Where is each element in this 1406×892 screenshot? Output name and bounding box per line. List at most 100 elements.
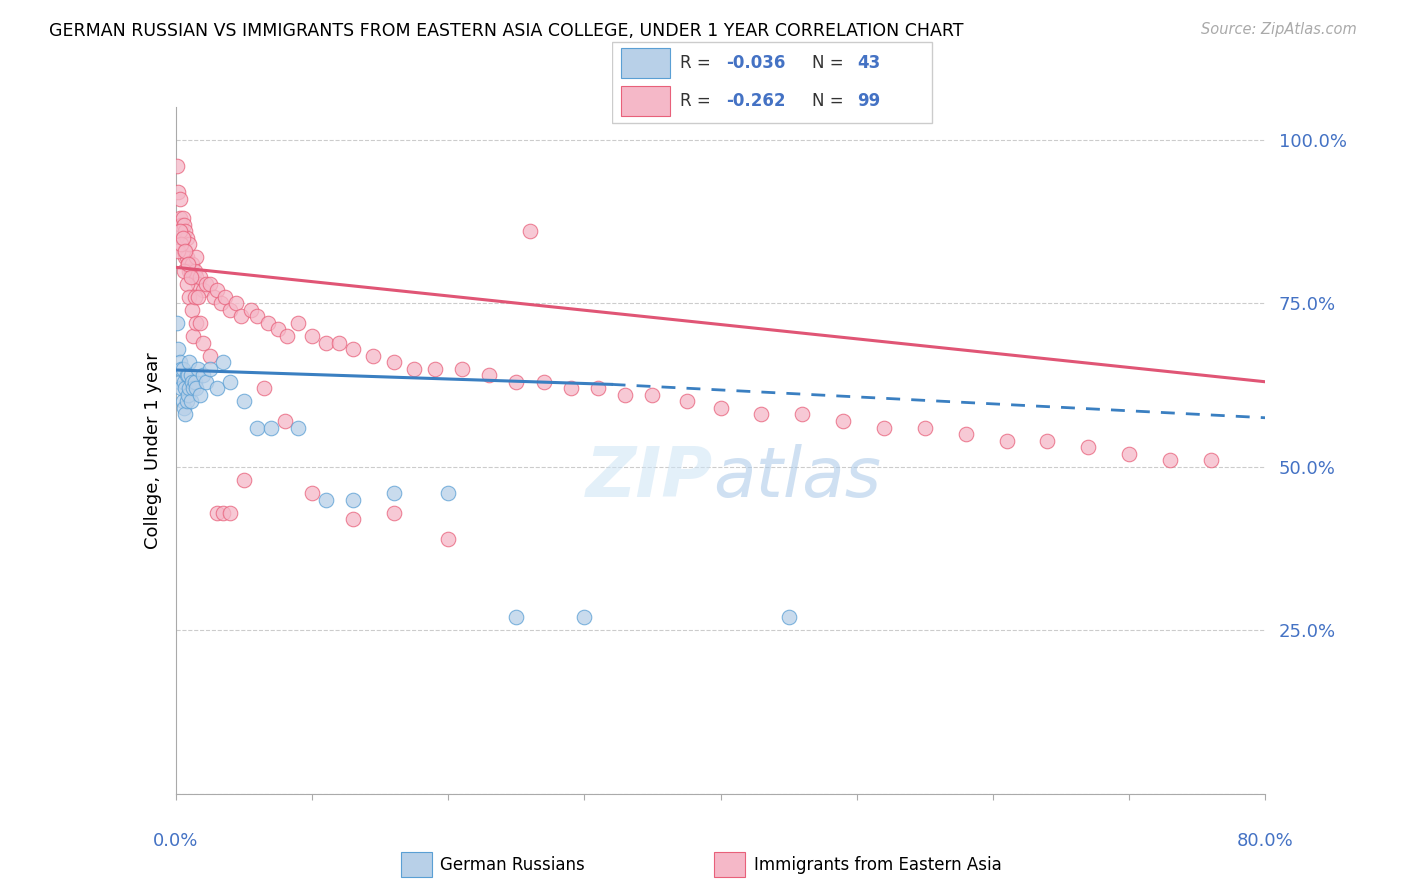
Point <box>170 218 193 232</box>
Point <box>1118 447 1140 461</box>
Point <box>1199 453 1222 467</box>
Point <box>179 381 201 395</box>
Point <box>181 302 204 317</box>
Point <box>751 408 773 422</box>
Point <box>301 486 323 500</box>
Text: Source: ZipAtlas.com: Source: ZipAtlas.com <box>1201 22 1357 37</box>
Point <box>174 408 197 422</box>
Point <box>169 355 191 369</box>
Point <box>219 506 242 520</box>
Point <box>183 329 205 343</box>
Point <box>169 192 191 206</box>
Text: GERMAN RUSSIAN VS IMMIGRANTS FROM EASTERN ASIA COLLEGE, UNDER 1 YEAR CORRELATION: GERMAN RUSSIAN VS IMMIGRANTS FROM EASTER… <box>49 22 963 40</box>
Point <box>180 270 202 285</box>
Point <box>342 512 364 526</box>
Point <box>198 349 221 363</box>
Point <box>191 283 214 297</box>
Point <box>710 401 733 415</box>
Point <box>274 414 297 428</box>
Point <box>267 322 290 336</box>
Point <box>423 361 446 376</box>
Text: N =: N = <box>813 54 849 72</box>
Point <box>174 244 197 258</box>
Text: German Russians: German Russians <box>440 856 585 874</box>
Text: atlas: atlas <box>713 443 882 511</box>
Point <box>214 290 236 304</box>
Point <box>574 610 596 624</box>
Point <box>166 316 188 330</box>
Point <box>641 388 664 402</box>
Point <box>179 263 201 277</box>
Point <box>166 159 188 173</box>
Point <box>188 388 211 402</box>
Text: 80.0%: 80.0% <box>1237 831 1294 850</box>
Point <box>219 302 242 317</box>
Point <box>176 394 198 409</box>
Y-axis label: College, Under 1 year: College, Under 1 year <box>143 352 162 549</box>
Point <box>219 375 242 389</box>
Text: 43: 43 <box>858 54 880 72</box>
Point <box>172 231 194 245</box>
Point <box>173 401 195 415</box>
Point <box>260 420 283 434</box>
Point <box>205 381 228 395</box>
Point <box>183 270 205 285</box>
Point <box>177 257 200 271</box>
Point <box>170 237 193 252</box>
Point <box>186 361 209 376</box>
Point <box>198 277 221 291</box>
Point <box>253 381 276 395</box>
Point <box>276 329 298 343</box>
Point <box>167 244 190 258</box>
Point <box>205 283 228 297</box>
Point <box>232 394 254 409</box>
Point <box>172 361 194 376</box>
Point <box>169 375 191 389</box>
Point <box>1036 434 1059 448</box>
Point <box>675 394 697 409</box>
Point <box>342 342 364 356</box>
Point <box>169 224 191 238</box>
Point <box>177 257 200 271</box>
Point <box>437 486 460 500</box>
Text: R =: R = <box>679 54 716 72</box>
Point <box>239 302 262 317</box>
Point <box>225 296 247 310</box>
Point <box>170 381 193 395</box>
Point <box>179 237 201 252</box>
Point <box>257 316 280 330</box>
Point <box>174 381 197 395</box>
Point <box>315 492 337 507</box>
Point <box>167 342 190 356</box>
Point <box>287 420 309 434</box>
Text: -0.262: -0.262 <box>727 92 786 110</box>
Point <box>173 375 195 389</box>
Point <box>186 381 208 395</box>
Point <box>186 270 208 285</box>
Point <box>181 257 204 271</box>
Point <box>183 381 205 395</box>
FancyBboxPatch shape <box>612 42 932 123</box>
Point <box>505 610 527 624</box>
Point <box>169 211 191 226</box>
Point <box>186 251 208 265</box>
Point <box>186 290 209 304</box>
Point <box>186 277 209 291</box>
Point <box>361 349 384 363</box>
Point <box>181 375 204 389</box>
FancyBboxPatch shape <box>621 48 669 78</box>
Point <box>792 408 814 422</box>
Point <box>180 394 202 409</box>
Point <box>301 329 323 343</box>
Point <box>177 388 200 402</box>
Point <box>167 185 190 199</box>
Point <box>478 368 501 383</box>
Point <box>176 277 198 291</box>
Text: 0.0%: 0.0% <box>153 831 198 850</box>
Point <box>382 486 405 500</box>
Point <box>231 310 253 324</box>
Point <box>173 263 195 277</box>
Point <box>914 420 936 434</box>
Point <box>176 368 198 383</box>
Point <box>614 388 637 402</box>
